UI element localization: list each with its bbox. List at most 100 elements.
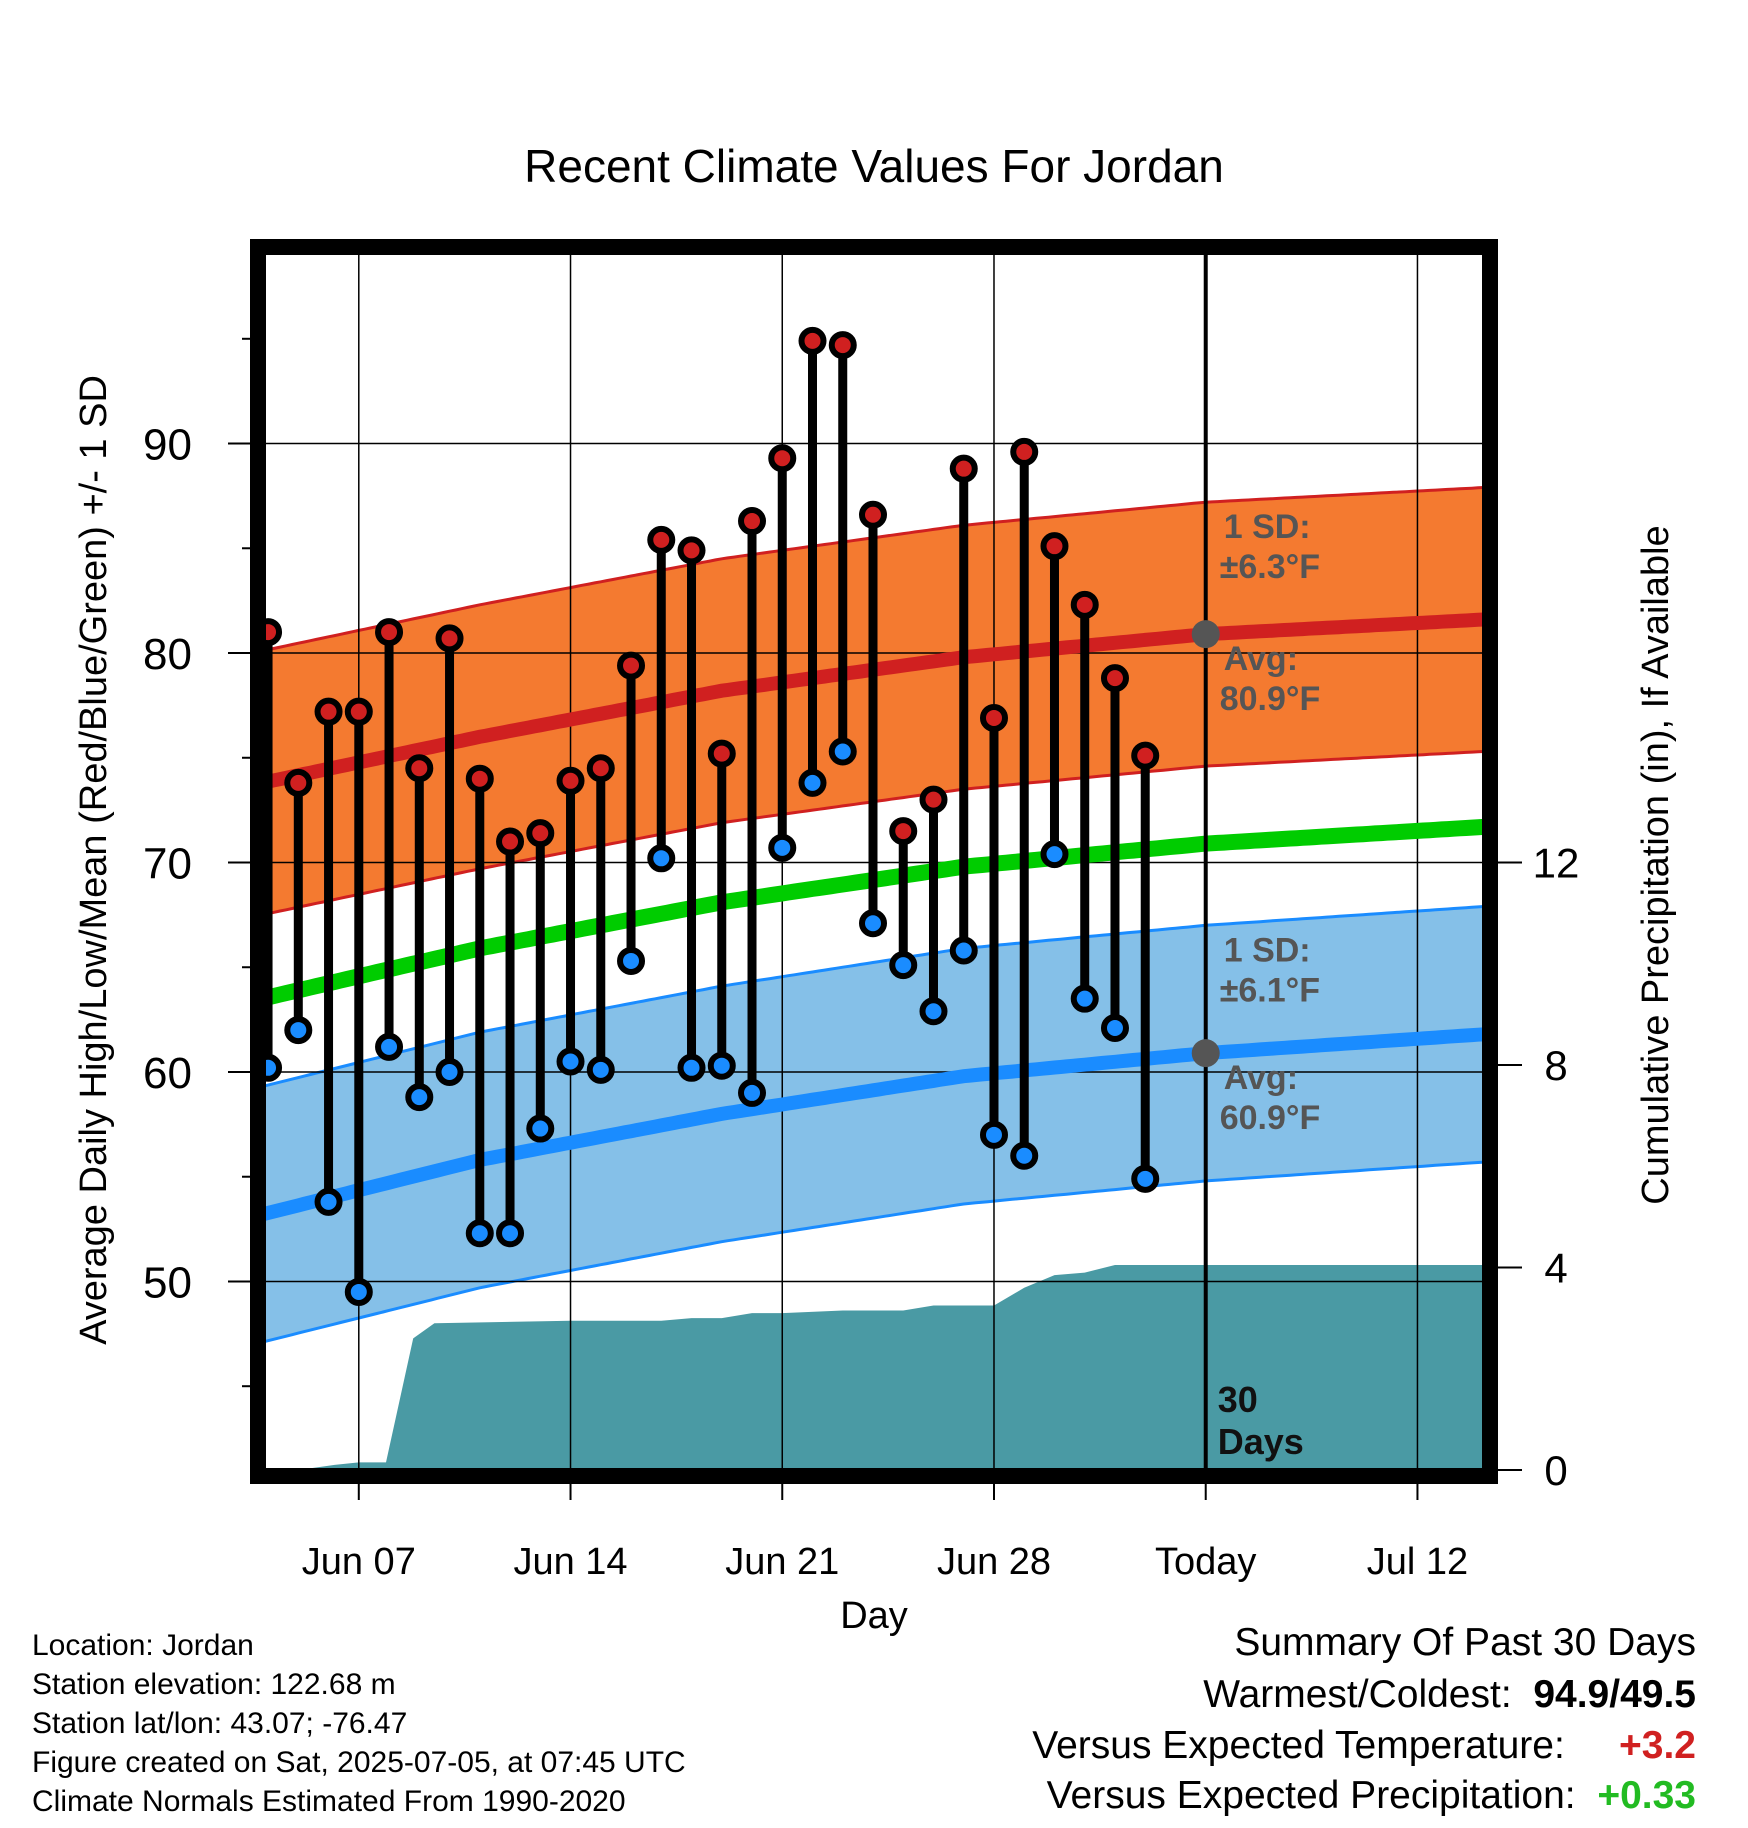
daily-high-point [979,703,1008,732]
summary-precipitation: Versus Expected Precipitation: +0.33 [1047,1774,1696,1818]
x-tick-label: Jun 07 [302,1541,416,1583]
daily-high-point [949,454,978,483]
daily-high-point [375,618,404,647]
chart-title: Recent Climate Values For Jordan [524,140,1224,192]
y2-tick-label: 4 [1544,1245,1567,1292]
daily-high-point [828,331,857,360]
daily-low-point [1100,1013,1129,1042]
daily-low-point [1070,984,1099,1013]
normal-low-line [262,1027,1484,1222]
y2-tick-label: 8 [1544,1042,1567,1089]
daily-high-point [768,444,797,473]
daily-high-point [1100,664,1129,693]
daily-low-point [919,997,948,1026]
precipitation-area [262,1265,1484,1470]
y2-axis-label: Cumulative Precipitation (in), If Availa… [1635,525,1677,1204]
daily-high-point [859,500,887,529]
daily-low-point [707,1051,736,1080]
daily-low-point [526,1114,555,1143]
y-tick-label: 90 [143,421,192,470]
high-sd-annotation: 1 SD: [1224,508,1311,546]
daily-high-point [677,536,706,565]
daily-low-point [344,1277,373,1306]
daily-high-point [1070,590,1099,619]
daily-high-point [889,817,918,846]
footer-location: Location: Jordan [32,1629,254,1662]
daily-high-point [617,651,646,680]
daily-high-point [1040,532,1069,561]
temp-value: +3.2 [1619,1724,1696,1767]
daily-low-point [1131,1164,1160,1193]
x-tick-label: Today [1155,1541,1256,1583]
daily-low-point [496,1219,525,1248]
daily-low-point [556,1047,585,1076]
daily-low-point [284,1016,313,1045]
temp-label: Versus Expected Temperature: [1032,1724,1565,1767]
daily-low-point [465,1219,494,1248]
low-sd-band [262,906,1484,1343]
today-high-avg-dot [1191,620,1220,649]
daily-low-point [798,768,827,797]
daily-high-point [556,766,585,795]
footer-created: Figure created on Sat, 2025-07-05, at 07… [32,1746,686,1779]
footer-normals: Climate Normals Estimated From 1990-2020 [32,1785,626,1818]
y-tick-label: 60 [143,1049,192,1098]
daily-high-point [707,739,736,768]
summary-warmest-coldest: Warmest/Coldest: 94.9/49.5 [1203,1673,1696,1717]
daily-low-point [647,844,676,873]
daily-low-point [1010,1141,1039,1170]
daily-high-point [284,768,313,797]
y-tick-label: 70 [143,840,192,889]
low-sd-value-annotation: ±6.1°F [1220,971,1320,1009]
x-tick-label: Jun 14 [513,1541,627,1583]
daily-low-point [262,1053,283,1082]
y-axis-label: Average Daily High/Low/Mean (Red/Blue/Gr… [73,375,115,1345]
daily-low-point [828,737,857,766]
daily-low-point [979,1120,1008,1149]
y-tick-label: 50 [143,1258,192,1307]
precip-label: Versus Expected Precipitation: [1046,1774,1576,1817]
daily-high-point [262,618,283,647]
daily-low-point [768,833,797,862]
daily-low-point [617,946,646,975]
low-sd-lower-line [262,1160,1484,1344]
daily-high-point [405,754,434,783]
daily-low-point [738,1078,767,1107]
y2-tick-label: 0 [1544,1447,1567,1494]
plot-frame [250,239,1498,1484]
daily-low-point [586,1055,615,1084]
daily-high-point [435,624,464,653]
low-sd-upper-line [262,905,1484,1089]
daily-low-point [1040,840,1069,869]
daily-high-point [314,697,343,726]
high-sd-value-annotation: ±6.3°F [1220,548,1320,586]
low-avg-value-annotation: 60.9°F [1220,1099,1321,1137]
daily-low-point [859,909,887,938]
daily-low-point [889,951,918,980]
x-axis-label: Day [840,1595,908,1637]
daily-high-point [526,819,555,848]
daily-low-point [375,1032,404,1061]
daily-high-point [1010,437,1039,466]
high-avg-annotation: Avg: [1224,640,1298,678]
high-avg-value-annotation: 80.9°F [1220,680,1321,718]
low-avg-annotation: Avg: [1224,1059,1298,1097]
y-tick-label: 80 [143,630,192,679]
daily-high-point [798,326,827,355]
precip-value: +0.33 [1597,1774,1696,1817]
daily-low-point [677,1053,706,1082]
daily-high-point [344,697,373,726]
footer-elevation: Station elevation: 122.68 m [32,1668,396,1701]
y2-tick-label: 12 [1533,840,1580,887]
summary-title: Summary Of Past 30 Days [1234,1621,1696,1664]
warmest-coldest-label: Warmest/Coldest: [1203,1673,1512,1716]
warmest-coldest-value: 94.9/49.5 [1533,1673,1696,1716]
daily-low-point [314,1187,343,1216]
daily-high-point [465,764,494,793]
daily-high-point [586,754,615,783]
x-tick-label: Jun 21 [725,1541,839,1583]
daily-high-point [1131,741,1160,770]
x-tick-label: Jun 28 [937,1541,1051,1583]
today-low-avg-dot [1191,1039,1220,1068]
